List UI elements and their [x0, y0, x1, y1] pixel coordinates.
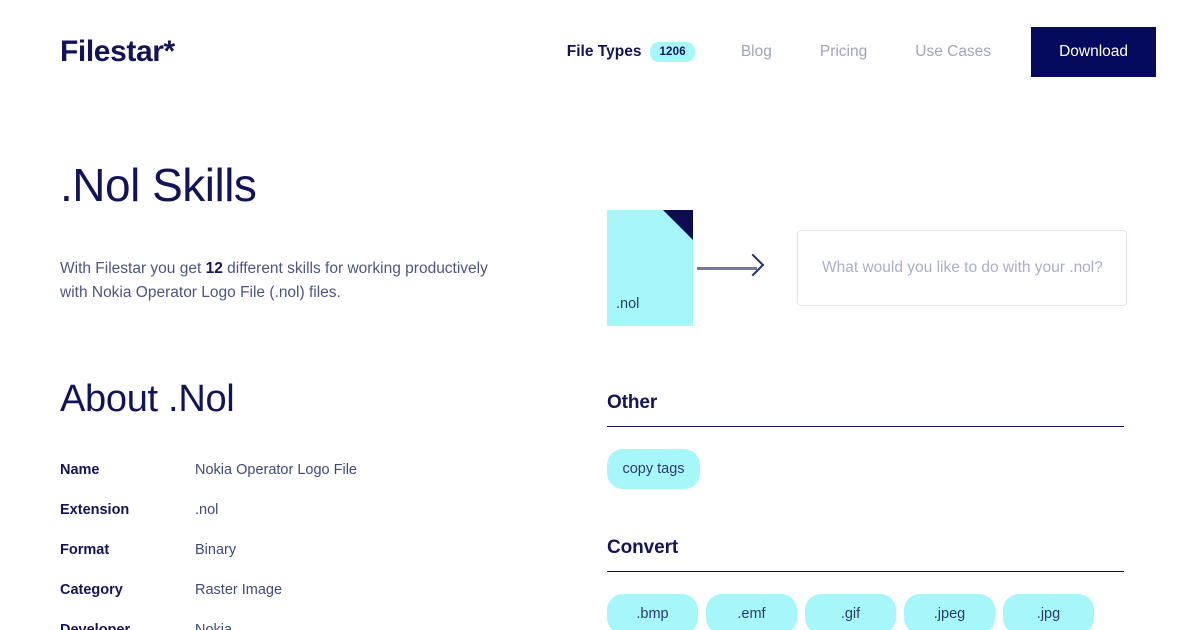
convert-pill-gif[interactable]: .gif [805, 594, 896, 630]
section-title: Convert [607, 537, 1124, 572]
arrow-right-icon [697, 253, 775, 283]
table-row: Format Binary [60, 542, 500, 582]
nav-item-pricing[interactable]: Pricing [819, 43, 868, 61]
left-column: .Nol Skills With Filestar you get 12 dif… [60, 160, 560, 630]
file-document-icon: .nol [607, 210, 693, 326]
hero-desc-suffix: different skills for working productivel… [60, 259, 488, 301]
info-value: Nokia Operator Logo File [195, 462, 357, 479]
skill-search-box[interactable] [797, 230, 1127, 306]
convert-pill-grid: .bmp .emf .gif .jpeg .jpg .pbm .pcx .pdf… [607, 594, 1124, 630]
download-button[interactable]: Download [1031, 27, 1156, 77]
hero-description: With Filestar you get 12 different skill… [60, 257, 505, 305]
skill-pill-copy-tags[interactable]: copy tags [607, 449, 700, 489]
section-title: Other [607, 392, 1124, 427]
info-value: Binary [195, 542, 237, 559]
right-column: .nol Other copy tags Convert .bmp .emf [607, 160, 1127, 630]
info-value: Nokia [195, 622, 232, 630]
section-convert: Convert .bmp .emf .gif .jpeg .jpg .pbm .… [607, 537, 1127, 630]
table-row: Name Nokia Operator Logo File [60, 462, 500, 502]
about-title: About .Nol [60, 377, 235, 420]
table-row: Extension .nol [60, 502, 500, 542]
page-fold-corner-icon [663, 210, 693, 240]
nav-item-blog[interactable]: Blog [740, 43, 772, 61]
nav-item-label: File Types [566, 43, 642, 61]
info-value: Raster Image [195, 582, 283, 599]
nav-item-use-cases[interactable]: Use Cases [915, 43, 992, 61]
convert-pill-jpg[interactable]: .jpg [1003, 594, 1094, 630]
file-extension-label: .nol [616, 296, 640, 312]
page-title: .Nol Skills [60, 159, 257, 211]
info-value: .nol [195, 502, 219, 519]
arrow-shaft [697, 267, 757, 270]
convert-pill-bmp[interactable]: .bmp [607, 594, 698, 630]
arrow-head [741, 253, 765, 277]
logo[interactable]: Filestar* [60, 35, 175, 69]
hero-skill-count: 12 [205, 259, 223, 277]
skill-search-input[interactable] [822, 259, 1102, 277]
file-info-table: Name Nokia Operator Logo File Extension … [60, 462, 500, 630]
converter-widget: .nol [607, 198, 1127, 338]
info-key: Category [60, 582, 123, 599]
file-types-count-badge: 1206 [650, 41, 695, 63]
section-other: Other copy tags [607, 392, 1127, 489]
info-key: Format [60, 542, 110, 559]
table-row: Category Raster Image [60, 582, 500, 622]
convert-pill-emf[interactable]: .emf [706, 594, 797, 630]
convert-pill-jpeg[interactable]: .jpeg [904, 594, 995, 630]
logo-asterisk-icon: * [163, 35, 176, 68]
hero-desc-prefix: With Filestar you get [60, 259, 206, 277]
logo-text: Filestar [60, 35, 164, 68]
skill-pill-grid: copy tags [607, 449, 1124, 489]
site-header: Filestar* File Types 1206 Blog Pricing U… [0, 0, 1200, 104]
info-key: Developer [60, 622, 195, 630]
main-nav: File Types 1206 Blog Pricing Use Cases D… [567, 27, 1156, 77]
nav-item-file-types[interactable]: File Types 1206 [566, 41, 717, 63]
table-row: Developer Nokia [60, 622, 500, 630]
info-key: Extension [60, 502, 130, 519]
info-key: Name [60, 462, 100, 479]
